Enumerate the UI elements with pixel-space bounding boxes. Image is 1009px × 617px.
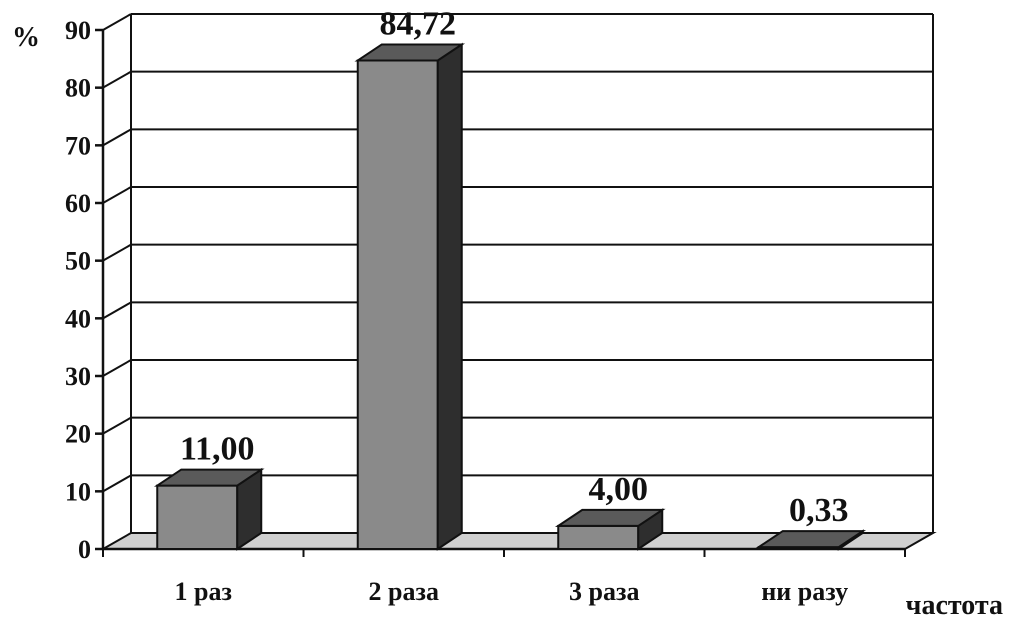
y-tick-label: 90 — [65, 16, 91, 45]
y-tick-label: 50 — [65, 247, 91, 276]
bar — [755, 529, 867, 551]
bar — [153, 467, 265, 551]
data-label: 11,00 — [180, 431, 255, 468]
category-label: 3 раза — [569, 577, 639, 606]
category-label: 1 раз — [175, 577, 232, 606]
y-tick-label: 40 — [65, 304, 91, 333]
bars — [153, 42, 867, 551]
y-tick-label: 0 — [78, 535, 91, 564]
y-tick-label: 80 — [65, 74, 91, 103]
bar — [554, 508, 666, 551]
bar-front — [557, 524, 640, 551]
bar-top — [755, 530, 867, 549]
gridline-side — [102, 474, 132, 493]
data-label: 0,33 — [789, 492, 849, 529]
gridline-side — [102, 128, 132, 147]
data-label: 4,00 — [589, 471, 649, 508]
category-label: ни разу — [761, 577, 848, 606]
gridline-side — [102, 416, 132, 435]
data-label: 84,72 — [380, 5, 457, 42]
category-label: 2 раза — [369, 577, 439, 606]
category-labels: 1 раз 2 раза 3 раза ни разу — [175, 577, 849, 606]
y-tick-label: 20 — [65, 420, 91, 449]
y-axis-title: % — [12, 22, 40, 53]
data-labels: 11,00 84,72 4,00 0,33 — [180, 5, 849, 529]
bar-front — [156, 484, 239, 551]
bar-top — [554, 508, 666, 527]
gridline-side — [102, 301, 132, 320]
gridline-side — [102, 359, 132, 377]
y-tick-label: 30 — [65, 362, 91, 391]
bar-top — [354, 43, 466, 62]
gridline-side — [102, 13, 132, 31]
gridline-side — [102, 70, 132, 89]
y-tick-label: 60 — [65, 189, 91, 218]
gridlines — [102, 13, 934, 533]
y-tick-label: 70 — [65, 131, 91, 160]
bar-side — [436, 42, 463, 551]
gridline-side — [102, 186, 132, 204]
x-axis-title: частота — [906, 590, 1003, 617]
gridline-side — [102, 243, 132, 262]
bar-top — [153, 468, 265, 487]
bar — [354, 42, 466, 551]
y-tick-label: 10 — [65, 477, 91, 506]
bar-front — [356, 59, 439, 550]
